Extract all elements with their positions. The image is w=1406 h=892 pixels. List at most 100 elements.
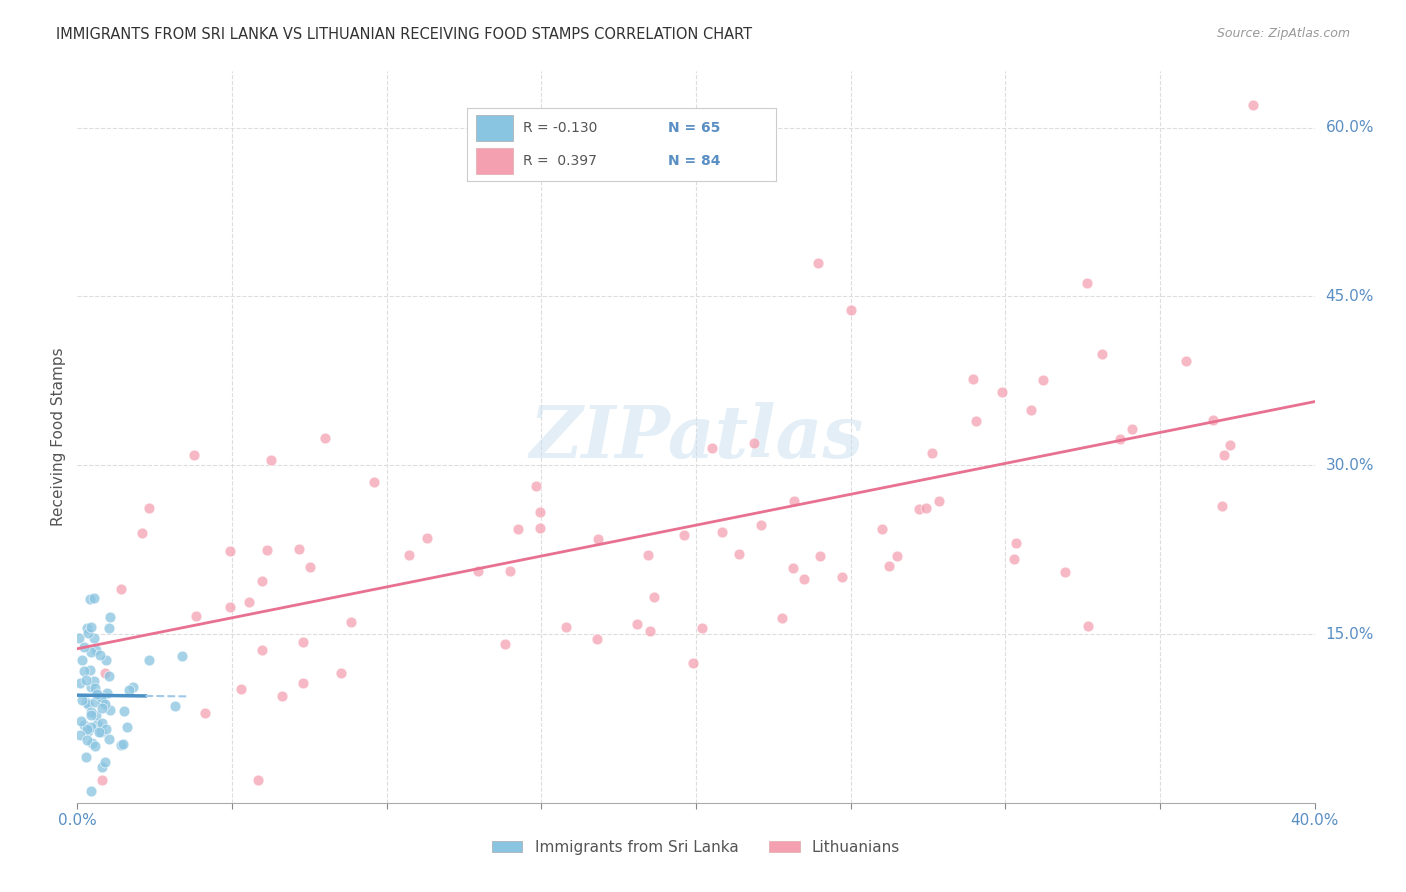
Point xyxy=(831,570,853,584)
Point xyxy=(524,478,547,492)
Point xyxy=(637,549,659,563)
Point xyxy=(80,645,103,659)
Point xyxy=(314,431,336,445)
Point xyxy=(76,733,98,747)
Point xyxy=(839,303,862,318)
Point xyxy=(250,574,273,589)
Point xyxy=(70,693,93,707)
Point xyxy=(793,572,815,586)
Point xyxy=(94,666,117,681)
Point xyxy=(75,695,97,709)
Point xyxy=(231,681,253,696)
Point xyxy=(1219,438,1241,452)
Point xyxy=(84,694,107,708)
Text: 60.0%: 60.0% xyxy=(1326,120,1374,135)
Point xyxy=(73,640,96,655)
Point xyxy=(682,657,704,671)
Point xyxy=(872,522,894,536)
Point xyxy=(110,582,132,597)
Point xyxy=(83,674,105,689)
Point xyxy=(1109,433,1132,447)
Point xyxy=(80,680,103,694)
Text: IMMIGRANTS FROM SRI LANKA VS LITHUANIAN RECEIVING FOOD STAMPS CORRELATION CHART: IMMIGRANTS FROM SRI LANKA VS LITHUANIAN … xyxy=(56,27,752,42)
Point xyxy=(782,560,804,574)
Point xyxy=(89,725,111,739)
Point xyxy=(1213,448,1236,462)
Point xyxy=(80,736,103,750)
Point xyxy=(89,648,111,662)
Point xyxy=(218,600,240,615)
Point xyxy=(96,686,118,700)
Point xyxy=(529,505,551,519)
Point xyxy=(1241,98,1264,112)
Point xyxy=(184,609,207,624)
Point xyxy=(467,565,489,579)
Point xyxy=(1121,422,1143,436)
Point xyxy=(138,653,160,667)
Point xyxy=(83,681,105,695)
Point xyxy=(138,501,160,516)
Point xyxy=(638,624,661,639)
Point xyxy=(118,683,141,698)
Point xyxy=(183,448,205,462)
Point xyxy=(73,665,96,679)
Point xyxy=(131,526,153,541)
Point xyxy=(700,442,723,456)
Point xyxy=(1002,551,1025,566)
Point xyxy=(76,722,98,736)
Point xyxy=(98,703,121,717)
Point xyxy=(84,707,107,722)
Point xyxy=(115,720,138,734)
Point xyxy=(98,669,121,683)
Point xyxy=(808,549,831,564)
Point xyxy=(340,615,363,630)
Point xyxy=(363,475,385,489)
Point xyxy=(288,542,311,557)
Point xyxy=(1004,536,1026,550)
Point xyxy=(91,773,114,788)
Point xyxy=(728,547,751,561)
Point xyxy=(1091,346,1114,360)
Point xyxy=(1077,619,1099,633)
Point xyxy=(690,621,713,635)
Point xyxy=(1174,354,1197,368)
Point xyxy=(711,525,734,540)
Point xyxy=(76,626,98,640)
Point xyxy=(112,704,135,718)
Point xyxy=(252,643,274,657)
Point xyxy=(112,737,135,751)
Text: 45.0%: 45.0% xyxy=(1326,289,1374,304)
Point xyxy=(643,590,665,604)
Point xyxy=(1211,499,1233,513)
Point xyxy=(86,716,108,731)
Point xyxy=(83,631,105,645)
Point xyxy=(271,690,294,704)
Point xyxy=(72,653,94,667)
Point xyxy=(69,728,91,742)
Point xyxy=(75,750,97,764)
Point xyxy=(75,673,97,688)
Y-axis label: Receiving Food Stamps: Receiving Food Stamps xyxy=(51,348,66,526)
Point xyxy=(914,501,936,516)
Point xyxy=(626,616,648,631)
Point xyxy=(79,708,101,723)
Point xyxy=(165,698,187,713)
Point xyxy=(291,676,314,690)
Point xyxy=(79,620,101,634)
Point xyxy=(91,715,114,730)
Point xyxy=(77,724,100,739)
Point xyxy=(749,518,772,533)
Point xyxy=(908,502,931,516)
Point xyxy=(962,372,984,386)
Point xyxy=(921,446,943,460)
Point xyxy=(1019,402,1042,417)
Point xyxy=(91,693,114,707)
Point xyxy=(555,620,578,634)
Point xyxy=(508,522,530,536)
Point xyxy=(256,543,278,558)
Text: 15.0%: 15.0% xyxy=(1326,626,1374,641)
Point xyxy=(770,610,793,624)
Point xyxy=(76,621,98,635)
Point xyxy=(291,635,314,649)
Point xyxy=(67,632,90,646)
